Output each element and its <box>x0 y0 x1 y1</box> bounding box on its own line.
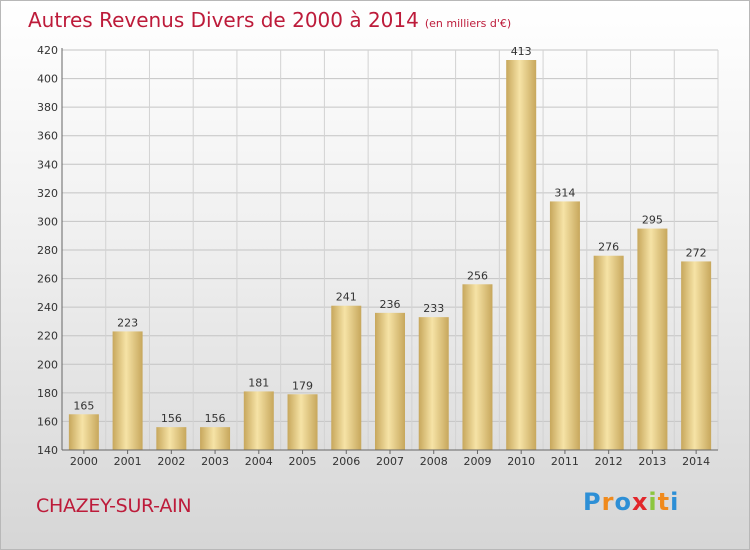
bar-2001 <box>112 331 143 450</box>
x-tick-label: 2004 <box>245 455 273 468</box>
bar-2002 <box>156 427 187 450</box>
x-tick-label: 2012 <box>595 455 623 468</box>
y-tick-label: 200 <box>37 358 58 371</box>
x-tick-label: 2000 <box>70 455 98 468</box>
x-tick-label: 2010 <box>507 455 535 468</box>
value-label: 236 <box>380 298 401 311</box>
x-tick-label: 2013 <box>638 455 666 468</box>
bar-2007 <box>375 312 405 450</box>
bar-2005 <box>287 394 318 450</box>
chart-title-text: Autres Revenus Divers de 2000 à 2014 <box>28 8 419 32</box>
chart-unit: (en milliers d'€) <box>424 17 512 30</box>
y-tick-label: 340 <box>37 158 58 171</box>
commune-name: CHAZEY-SUR-AIN <box>36 495 192 517</box>
x-tick-label: 2003 <box>201 455 229 468</box>
logo-letter: i <box>648 488 658 516</box>
proxiti-logo: Proxiti <box>583 488 679 516</box>
y-tick-label: 360 <box>37 130 58 143</box>
x-tick-label: 2001 <box>114 455 142 468</box>
logo-letter: t <box>657 488 671 516</box>
value-label: 233 <box>423 302 444 315</box>
chart-title: Autres Revenus Divers de 2000 à 2014 (en … <box>28 8 511 32</box>
x-tick-label: 2002 <box>157 455 185 468</box>
x-tick-label: 2007 <box>376 455 404 468</box>
bars <box>68 60 712 450</box>
x-tick-label: 2005 <box>289 455 317 468</box>
y-tick-label: 240 <box>37 301 58 314</box>
value-label: 156 <box>205 412 226 425</box>
bar-2012 <box>593 255 624 450</box>
logo-letter: r <box>601 488 615 516</box>
y-tick-label: 420 <box>37 44 58 57</box>
value-label: 314 <box>554 186 575 199</box>
bar-2000 <box>68 414 99 450</box>
y-tick-label: 140 <box>37 444 58 457</box>
bar-2004 <box>243 391 274 450</box>
y-tick-label: 300 <box>37 215 58 228</box>
bar-2010 <box>506 60 537 450</box>
y-tick-label: 180 <box>37 387 58 400</box>
logo-letter: i <box>670 488 680 516</box>
x-tick-label: 2006 <box>332 455 360 468</box>
value-label: 276 <box>598 241 619 254</box>
logo-letter: o <box>614 488 632 516</box>
bar-2008 <box>418 317 449 450</box>
value-label: 241 <box>336 291 357 304</box>
y-tick-label: 280 <box>37 244 58 257</box>
y-tick-label: 260 <box>37 273 58 286</box>
y-tick-label: 380 <box>37 101 58 114</box>
bar-2011 <box>549 201 580 450</box>
x-tick-label: 2014 <box>682 455 710 468</box>
bar-2014 <box>681 261 712 450</box>
logo-letter: P <box>583 488 602 516</box>
value-label: 181 <box>248 376 269 389</box>
value-label: 272 <box>686 246 707 259</box>
value-label: 295 <box>642 214 663 227</box>
logo-letter: x <box>631 488 649 516</box>
value-label: 256 <box>467 269 488 282</box>
y-tick-label: 320 <box>37 187 58 200</box>
value-label: 165 <box>73 399 94 412</box>
y-tick-label: 400 <box>37 73 58 86</box>
axes <box>61 48 718 454</box>
y-tick-label: 220 <box>37 330 58 343</box>
value-label: 413 <box>511 45 532 58</box>
value-label: 223 <box>117 316 138 329</box>
x-tick-label: 2009 <box>463 455 491 468</box>
labels: 140 160 180 200 220 240 260 280 300 320 340 360 380 4… <box>37 44 710 468</box>
y-tick-label: 160 <box>37 415 58 428</box>
x-tick-label: 2011 <box>551 455 579 468</box>
value-label: 156 <box>161 412 182 425</box>
bar-2006 <box>331 305 362 450</box>
bar-2003 <box>200 427 231 450</box>
bar-2009 <box>462 284 493 450</box>
bar-2013 <box>637 228 668 450</box>
value-label: 179 <box>292 379 313 392</box>
x-tick-label: 2008 <box>420 455 448 468</box>
